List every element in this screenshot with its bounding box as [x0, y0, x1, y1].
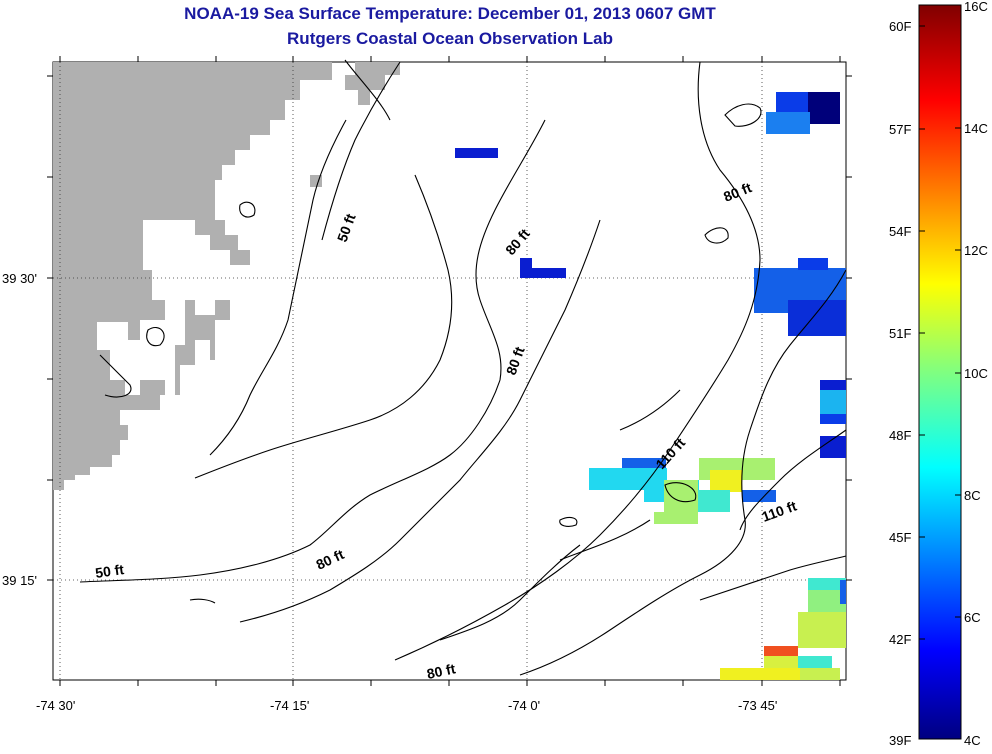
- y-tick-label: 39 15': [2, 573, 37, 588]
- bathymetry-contours: [79, 59, 847, 676]
- contour-label-50ft-bottom: 50 ft: [94, 561, 125, 581]
- colorbar-fahrenheit-label: 51F: [889, 326, 911, 341]
- x-tick-label: -74 15': [270, 698, 309, 713]
- land-mass: [53, 62, 332, 490]
- y-tick-label: 39 30': [2, 271, 37, 286]
- map-subtitle: Rutgers Coastal Ocean Observation Lab: [287, 29, 613, 48]
- x-tick-label: -74 30': [36, 698, 75, 713]
- colorbar-celsius-label: 14C: [964, 121, 988, 136]
- colorbar-celsius-label: 4C: [964, 733, 981, 748]
- x-tick-label: -73 45': [738, 698, 777, 713]
- map-title: NOAA-19 Sea Surface Temperature: Decembe…: [184, 4, 716, 23]
- colorbar-celsius-label: 8C: [964, 488, 981, 503]
- colorbar: [918, 4, 962, 740]
- x-tick-label: -74 0': [508, 698, 540, 713]
- colorbar-fahrenheit-label: 60F: [889, 19, 911, 34]
- colorbar-ticks: [919, 25, 961, 640]
- colorbar-fahrenheit-label: 54F: [889, 224, 911, 239]
- colorbar-celsius-label: 6C: [964, 610, 981, 625]
- tick-marks: [47, 56, 852, 686]
- colorbar-celsius-label: 10C: [964, 366, 988, 381]
- colorbar-fahrenheit-label: 39F: [889, 733, 911, 748]
- land-island: [345, 62, 400, 105]
- colorbar-celsius-label: 16C: [964, 0, 988, 14]
- colorbar-celsius-label: 12C: [964, 243, 988, 258]
- colorbar-fahrenheit-label: 45F: [889, 530, 911, 545]
- contour-label-80ft-bottom: 80 ft: [425, 660, 457, 682]
- colorbar-fahrenheit-label: 57F: [889, 122, 911, 137]
- colorbar-fahrenheit-label: 42F: [889, 632, 911, 647]
- sst-pixels: [455, 92, 846, 680]
- colorbar-fahrenheit-label: 48F: [889, 428, 911, 443]
